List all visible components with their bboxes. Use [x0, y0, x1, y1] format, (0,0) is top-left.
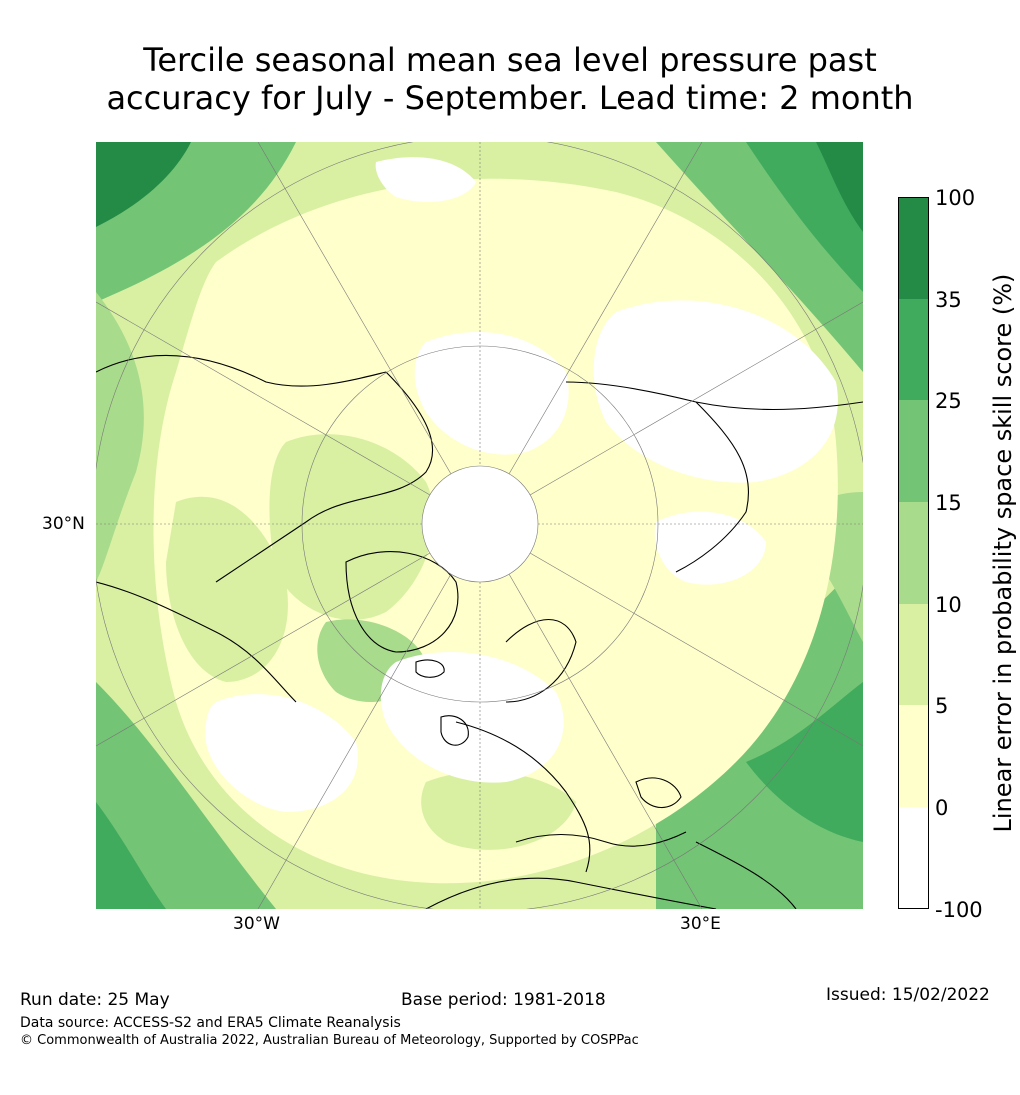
meridian-60w	[96, 552, 431, 747]
coastlines	[96, 354, 863, 909]
run-date: Run date: 25 May	[20, 990, 170, 1010]
colorbar-bin-neg100-0	[898, 807, 929, 909]
colorbar-tick-5: 5	[935, 694, 949, 718]
meridian-120w	[96, 301, 431, 496]
graticule	[96, 142, 863, 909]
field-patch-north-america	[166, 496, 288, 682]
field-white-east	[654, 511, 766, 585]
meridian-60e	[529, 552, 863, 747]
colorbar-bin-25-35	[898, 299, 929, 400]
field-se-mid	[746, 682, 863, 842]
colorbar-bin-35-100	[898, 197, 929, 299]
colorbar-bin-15-25	[898, 400, 929, 502]
axis-label-30e: 30°E	[680, 914, 721, 934]
polar-skill-map	[96, 142, 863, 909]
base-period: Base period: 1981-2018	[401, 990, 606, 1010]
field-west-edge	[96, 292, 144, 582]
colorbar-tick-15: 15	[935, 491, 962, 515]
meridian-30e	[508, 573, 703, 909]
field-white-europe	[380, 652, 564, 783]
coast-europe	[455, 721, 591, 873]
axis-label-30w: 30°W	[233, 914, 280, 934]
colorbar-tick-0: 0	[935, 796, 949, 820]
colorbar-tick-35: 35	[935, 288, 962, 312]
coast-mediterranean	[515, 831, 687, 847]
coast-caspian-black	[635, 777, 682, 809]
pole-hole	[422, 466, 538, 582]
meridian-150e	[508, 142, 703, 475]
colorbar-tick-neg100: -100	[935, 898, 983, 922]
colorbar-title: Linear error in probability space skill …	[989, 273, 1017, 833]
meridian-120e	[529, 301, 863, 496]
colorbar-bin-10-15	[898, 502, 929, 604]
field-sw-dark	[96, 802, 166, 909]
meridian-150w	[257, 142, 452, 475]
copyright: © Commonwealth of Australia 2022, Austra…	[20, 1033, 639, 1048]
coast-africa-north	[425, 877, 717, 909]
coast-scandinavia	[505, 619, 577, 703]
field-white-atlantic	[205, 694, 358, 812]
coast-eurasia-east	[675, 401, 750, 573]
colorbar-tick-25: 25	[935, 389, 962, 413]
data-source: Data source: ACCESS-S2 and ERA5 Climate …	[20, 1015, 401, 1031]
colorbar-tick-100: 100	[935, 186, 976, 210]
field-patch-greenland	[269, 434, 434, 620]
chart-title-line-1: Tercile seasonal mean sea level pressure…	[143, 41, 877, 79]
colorbar-tick-10: 10	[935, 593, 962, 617]
field-white-siberia	[593, 300, 838, 483]
chart-title-line-2: accuracy for July - September. Lead time…	[106, 79, 914, 117]
field-white-north	[375, 157, 476, 202]
colorbar	[898, 197, 929, 909]
axis-label-30n: 30°N	[42, 514, 85, 534]
field-white-arctic	[414, 332, 569, 455]
field-patch-mediterranean	[421, 771, 576, 850]
colorbar-frame	[898, 197, 929, 909]
coast-british-isles	[440, 715, 469, 746]
coast-greenland	[345, 551, 459, 653]
colorbar-bin-5-10	[898, 604, 929, 705]
coast-north-america-west	[96, 581, 297, 703]
coast-iceland	[415, 659, 445, 678]
coast-alaska-siberia	[96, 354, 387, 387]
issued-date: Issued: 15/02/2022	[826, 985, 990, 1005]
field-sw-corner	[96, 682, 276, 909]
field-ne-dark	[816, 142, 863, 232]
coast-middle-east	[695, 841, 797, 909]
meridian-30w	[257, 573, 452, 909]
coast-canada-arctic	[215, 371, 433, 583]
colorbar-bin-0-5	[898, 705, 929, 807]
field-nw-dark	[96, 142, 191, 227]
